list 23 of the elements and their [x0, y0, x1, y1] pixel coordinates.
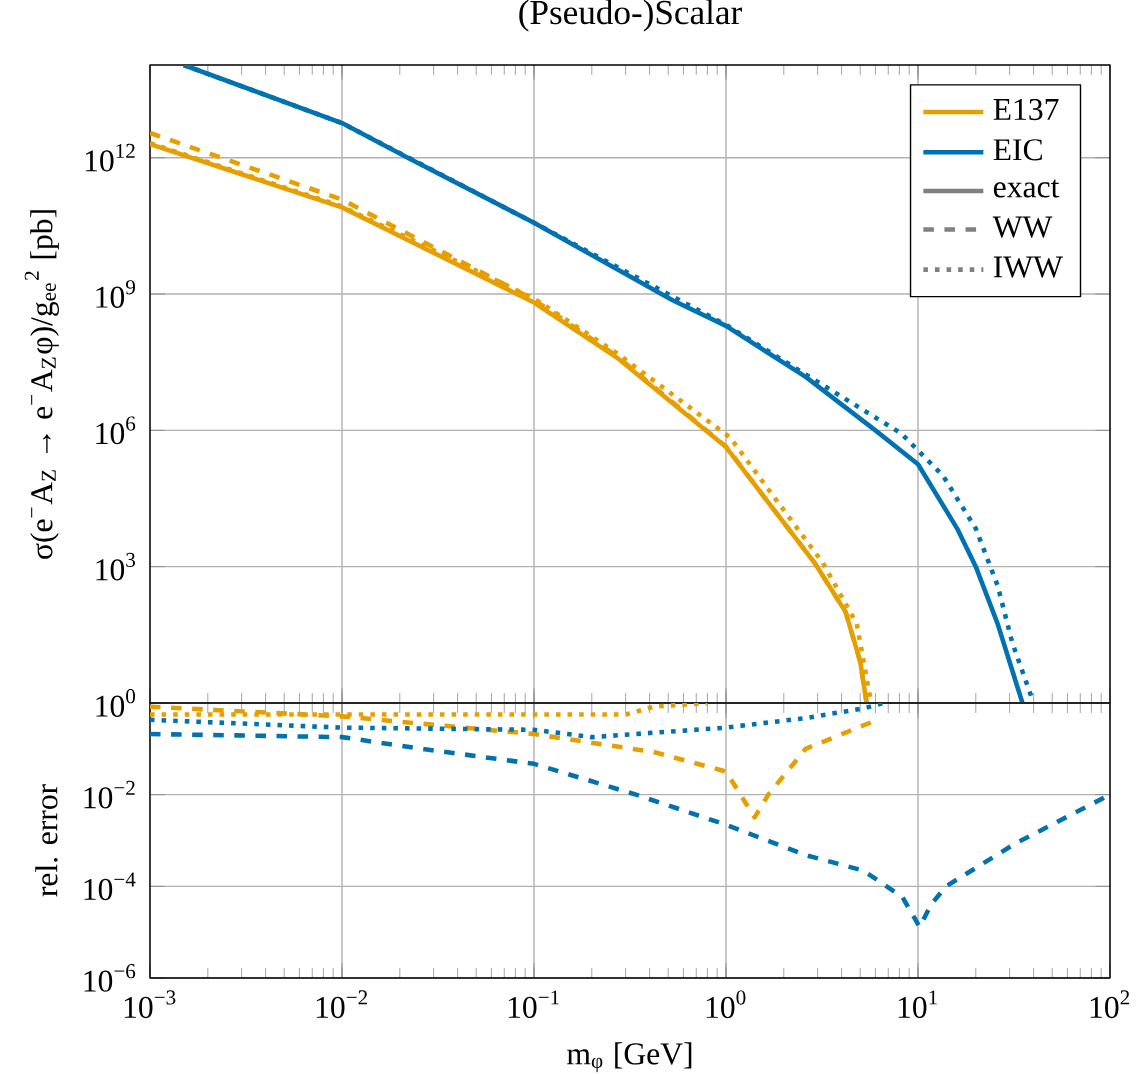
y-tick-label: 10$^{6}$ [96, 416, 136, 445]
y-tick-label: 10$^{12}$ [85, 143, 135, 172]
y-tick-label: 10$^{−2}$ [84, 780, 135, 809]
y-tick-label: 10$^{3}$ [96, 552, 136, 581]
x-tick-label: 10$^{−3}$ [124, 990, 176, 1019]
legend-label: WW [992, 216, 1053, 238]
x-tick-label: 10$^{0}$ [706, 990, 746, 1019]
x-axis-title: m$_{φ}$ [GeV] [567, 1042, 692, 1073]
text: σ(e$^{−}$A$_{Z}$ → e$^{−}$A$_{Z}$φ)/g$_{ee}$$^{2}$ [pb] [24, 210, 59, 559]
x-tick-label: 10$^{2}$ [1090, 990, 1130, 1019]
chart-title: (Pseudo-)Scalar [519, 0, 742, 32]
x-tick-label: 10$^{1}$ [898, 990, 937, 1019]
legend-label: E137 [993, 98, 1059, 121]
y-tick-label: 10$^{−6}$ [84, 964, 136, 992]
y-tick-label: 10$^{9}$ [96, 280, 135, 308]
y-tick-label: 10$^{−4}$ [84, 872, 136, 901]
x-tick-label: 10$^{−1}$ [508, 990, 559, 1019]
y-axis-title: rel. error [35, 784, 58, 897]
y-tick-label: 10$^{0}$ [96, 689, 136, 717]
legend-label: exact [993, 179, 1060, 198]
x-tick-label: 10$^{−2}$ [316, 990, 367, 1019]
legend-label: IWW [993, 256, 1063, 278]
legend-label: EIC [993, 139, 1042, 161]
